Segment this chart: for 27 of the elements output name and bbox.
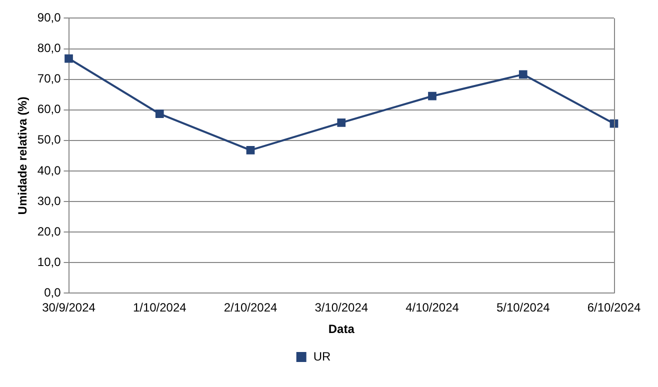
y-tick-label: 50,0 — [37, 132, 62, 147]
point — [428, 92, 436, 100]
point — [246, 146, 255, 154]
point — [64, 54, 73, 63]
y-tick-label: 10,0 — [37, 254, 62, 269]
x-tick-label: 30/9/2024 — [42, 300, 96, 315]
point — [155, 110, 164, 118]
x-tick-label: 6/10/2024 — [587, 300, 642, 315]
y-tick-label: 90,0 — [37, 10, 62, 25]
x-tick-label: 2/10/2024 — [224, 300, 278, 315]
y-tick-label: 70,0 — [37, 72, 62, 86]
legend-label: UR — [313, 349, 331, 364]
point — [337, 118, 346, 127]
x-tick-label: 3/10/2024 — [314, 300, 368, 315]
y-tick-label: 30,0 — [37, 194, 62, 208]
y-axis-title: Umidade relativa (%) — [16, 96, 30, 215]
point — [518, 70, 528, 79]
x-tick-label: 4/10/2024 — [406, 300, 460, 315]
y-tick-label: 40,0 — [37, 163, 62, 178]
y-tick-label: 80,0 — [37, 41, 62, 56]
y-tick-label: 60,0 — [37, 102, 62, 116]
y-tick-label: 20,0 — [37, 224, 62, 238]
x-tick-label: 1/10/2024 — [132, 300, 187, 315]
x-tick-label: 5/10/2024 — [496, 300, 550, 315]
y-tick-label: 0,0 — [44, 286, 62, 300]
point — [610, 119, 618, 128]
x-axis-title: Data — [328, 322, 355, 336]
